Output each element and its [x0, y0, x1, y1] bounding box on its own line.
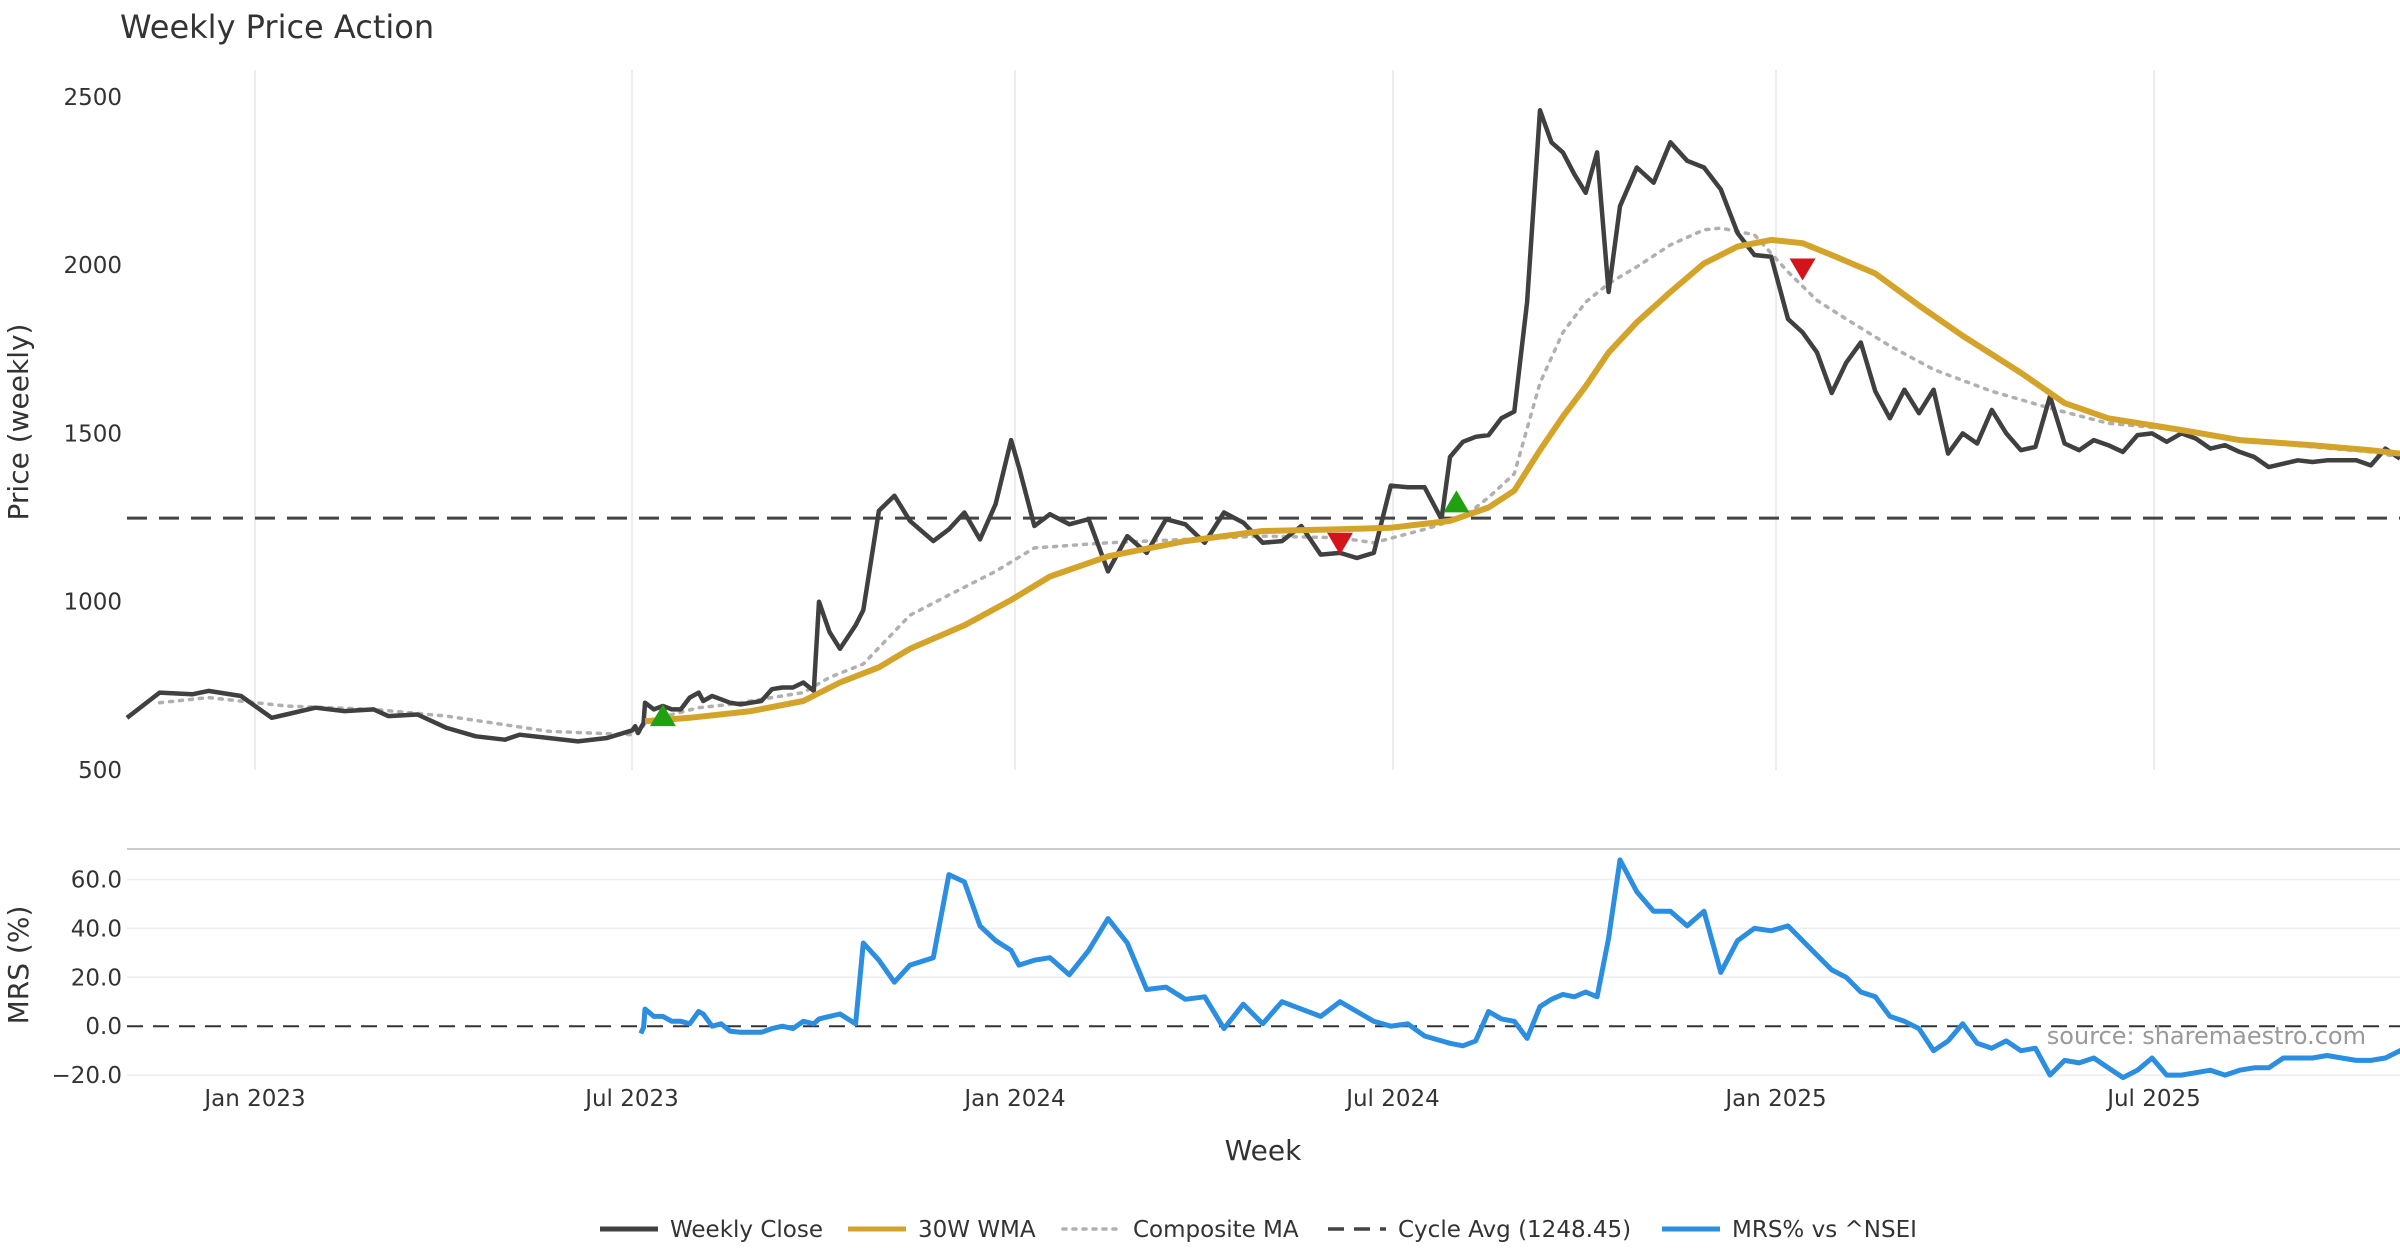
legend-item: MRS% vs ^NSEI	[1662, 1217, 1917, 1243]
legend-item: Composite MA	[1061, 1217, 1299, 1243]
mrs-ylabel: MRS (%)	[2, 906, 35, 1025]
mrs-grid	[127, 878, 2400, 1076]
x-tick-label: Jul 2025	[2105, 1086, 2201, 1112]
price-y-tick: 1500	[63, 421, 122, 447]
mrs-y-tick: 0.0	[85, 1014, 122, 1040]
x-tick-label: Jul 2023	[583, 1086, 679, 1112]
buy-signal-marker	[649, 704, 676, 727]
price-ylabel: Price (weekly)	[2, 324, 35, 521]
legend-label: 30W WMA	[918, 1217, 1036, 1243]
x-axis-title: Week	[1225, 1134, 1302, 1167]
composite-ma-series	[157, 226, 2400, 737]
signal-markers	[649, 258, 1816, 727]
legend-label: Weekly Close	[670, 1217, 823, 1243]
mrs-series	[638, 857, 2400, 1081]
x-tick-label: Jan 2024	[962, 1086, 1065, 1112]
source-note: source: sharemaestro.com	[2047, 1022, 2366, 1050]
mrs-y-ticks: −20.0 0.0 20.0 40.0 60.0	[52, 867, 122, 1089]
x-ticks: Jan 2023 Jul 2023 Jan 2024 Jul 2024 Jan 2025…	[202, 1086, 2200, 1112]
legend: Weekly Close 30W WMA Composite MA Cycle Avg…	[600, 1217, 1917, 1243]
price-y-tick: 500	[78, 758, 122, 784]
x-tick-label: Jan 2023	[202, 1086, 305, 1112]
sell-signal-marker	[1789, 258, 1816, 281]
price-y-tick: 2500	[63, 85, 122, 111]
price-grid	[254, 70, 2155, 770]
chart-title: Weekly Price Action	[120, 8, 434, 46]
legend-label: Cycle Avg (1248.45)	[1398, 1217, 1631, 1243]
price-y-tick: 1000	[63, 590, 122, 616]
x-tick-label: Jul 2024	[1344, 1086, 1440, 1112]
legend-label: MRS% vs ^NSEI	[1732, 1217, 1917, 1243]
price-panel: 500 1000 1500 2000 2500 Price (weekly)	[2, 70, 2400, 784]
sell-signal-marker	[1327, 532, 1353, 555]
legend-label: Composite MA	[1133, 1217, 1299, 1243]
x-tick-label: Jan 2025	[1723, 1086, 1826, 1112]
wma-30w-series	[644, 236, 2400, 725]
mrs-y-tick: 40.0	[71, 916, 122, 942]
buy-signal-marker	[1443, 490, 1470, 513]
mrs-y-tick: −20.0	[52, 1063, 122, 1089]
mrs-y-tick: 60.0	[71, 867, 122, 893]
mrs-panel: −20.0 0.0 20.0 40.0 60.0 MRS (%) source: sha…	[2, 857, 2400, 1089]
price-y-tick: 2000	[63, 253, 122, 279]
legend-item: 30W WMA	[848, 1217, 1036, 1243]
mrs-y-tick: 20.0	[71, 965, 122, 991]
legend-item: Weekly Close	[600, 1217, 823, 1243]
legend-item: Cycle Avg (1248.45)	[1328, 1217, 1631, 1243]
price-y-ticks: 500 1000 1500 2000 2500	[63, 85, 122, 784]
weekly-close-series	[125, 108, 2400, 744]
